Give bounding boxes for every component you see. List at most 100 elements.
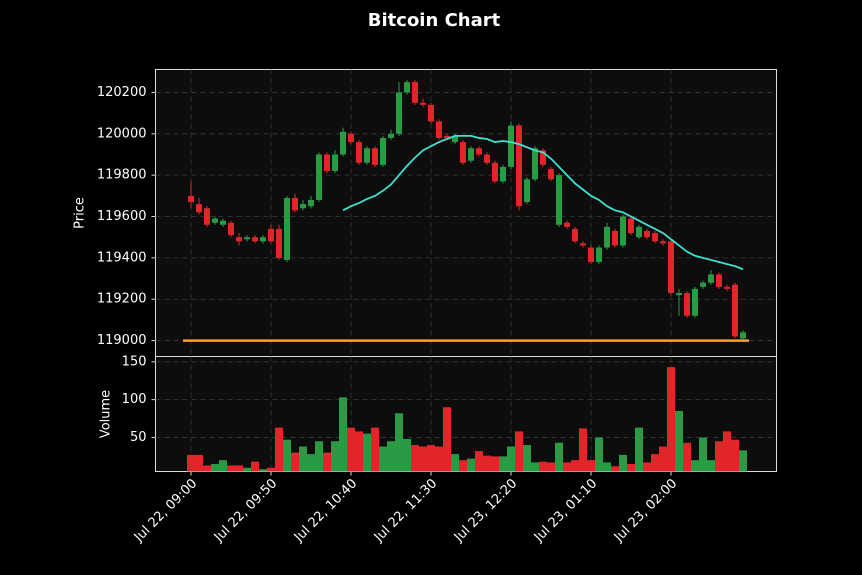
candle-body [244, 237, 250, 240]
candle-body [196, 204, 202, 213]
volume-bar [411, 445, 419, 472]
volume-bar [363, 433, 371, 472]
candle-body [364, 148, 370, 163]
volume-bar [243, 467, 251, 472]
volume-bar [219, 460, 227, 472]
volume-bar [387, 441, 395, 472]
volume-bar [459, 460, 467, 472]
candle-body [348, 133, 354, 143]
volume-bar [507, 446, 515, 472]
candle-body [508, 125, 514, 167]
y-tick-label: 119800 [97, 168, 147, 183]
candle-body [300, 204, 306, 209]
volume-bar [339, 397, 347, 472]
y-tick-label: 120200 [97, 85, 147, 100]
volume-bar [451, 454, 459, 472]
volume-bar [707, 460, 715, 472]
candle-body [668, 241, 674, 294]
volume-bar [203, 465, 211, 472]
candle-body [516, 125, 522, 207]
y-tick-label: 119400 [97, 250, 147, 265]
volume-bar [259, 469, 267, 472]
candle-body [420, 102, 426, 105]
volume-axis-label: Volume [99, 390, 114, 438]
volume-bar [323, 452, 331, 472]
volume-bar [307, 454, 315, 472]
volume-bar [211, 463, 219, 472]
y-tick-label: 119200 [97, 292, 147, 307]
volume-bar [651, 454, 659, 472]
volume-bar [635, 427, 643, 472]
volume-bar [579, 428, 587, 472]
candle-body [724, 286, 730, 289]
volume-bar [427, 445, 435, 472]
candle-body [628, 218, 634, 234]
candle-body [556, 175, 562, 225]
volume-bar [347, 427, 355, 472]
volume-bar [483, 455, 491, 472]
candle-body [252, 237, 258, 242]
candle-body [652, 233, 658, 242]
candle-body [468, 148, 474, 161]
moving-average-line [342, 134, 744, 271]
candle-body [220, 220, 226, 225]
y-tick-label: 120000 [97, 126, 147, 141]
candle-body [708, 274, 714, 283]
volume-bar [619, 454, 627, 472]
volume-bar [195, 454, 203, 472]
candle-body [644, 230, 650, 238]
candle-body [548, 168, 554, 180]
volume-bar [355, 431, 363, 472]
candle-body [276, 228, 282, 258]
candle-body [532, 148, 538, 180]
candle-body [572, 228, 578, 242]
candle-body [372, 148, 378, 165]
volume-bar [251, 461, 259, 472]
volume-bar [723, 431, 731, 472]
candle-body [412, 82, 418, 103]
candle-body [684, 293, 690, 316]
candle-body [204, 208, 210, 225]
candle-body [340, 131, 346, 155]
volume-tick-label: 150 [122, 354, 147, 369]
volume-bar [659, 446, 667, 472]
volume-bar [467, 458, 475, 472]
candle-body [612, 230, 618, 246]
volume-tick-label: 100 [122, 392, 147, 407]
volume-bar [275, 427, 283, 472]
volume-bar [235, 465, 243, 472]
candle-body [692, 288, 698, 316]
volume-bar [515, 431, 523, 472]
volume-bar [691, 460, 699, 472]
candle-body [604, 226, 610, 248]
volume-bar [187, 454, 195, 472]
y-axis-label: Price [73, 197, 88, 229]
candle-body [436, 121, 442, 138]
candle-body [236, 237, 242, 242]
candle-body [316, 154, 322, 200]
volume-bar [547, 462, 555, 472]
price-panel [155, 69, 777, 357]
candle-body [740, 332, 746, 339]
candle-body [404, 82, 410, 93]
candle-body [580, 243, 586, 246]
candle-body [460, 142, 466, 163]
volume-bar [403, 438, 411, 472]
candle-body [492, 162, 498, 182]
volume-bar [555, 442, 563, 472]
candle-body [388, 133, 394, 138]
volume-bar [227, 465, 235, 472]
candle-body [596, 247, 602, 263]
volume-bar [379, 446, 387, 472]
candle-body [444, 135, 450, 138]
candle-body [540, 150, 546, 165]
volume-bar [371, 427, 379, 472]
candle-body [732, 284, 738, 337]
volume-bar [683, 442, 691, 472]
candle-body [284, 197, 290, 260]
candle-body [292, 197, 298, 211]
y-tick-label: 119000 [97, 333, 147, 348]
volume-bar [419, 446, 427, 472]
candle-body [588, 247, 594, 263]
candle-body [380, 137, 386, 165]
